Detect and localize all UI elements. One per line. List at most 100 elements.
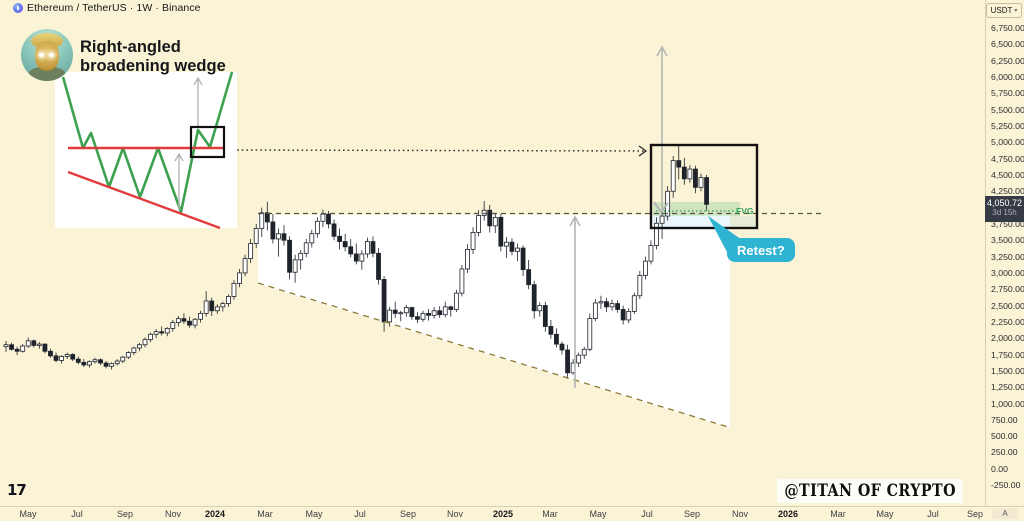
time-tick-label: Mar — [830, 509, 846, 519]
chart-pane[interactable]: FVG — [0, 0, 985, 506]
candle-body — [409, 307, 415, 318]
candle-body — [631, 295, 637, 312]
candle-body — [276, 233, 281, 240]
candle-body — [253, 228, 259, 244]
candle-body — [292, 259, 298, 273]
candle-body — [142, 339, 148, 346]
price-tick-label: 2,500.00 — [991, 300, 1024, 311]
time-tick-label: Jul — [927, 509, 939, 519]
tradingview-logo[interactable]: 17 — [7, 481, 27, 499]
candle-body — [270, 221, 276, 240]
retest-zone — [653, 216, 755, 227]
time-tick-label: Sep — [966, 509, 984, 519]
avatar — [21, 29, 73, 81]
price-tick-label: 5,750.00 — [991, 88, 1024, 99]
candle-body — [287, 239, 292, 273]
price-tick-label: 2,000.00 — [991, 333, 1024, 344]
inset-arrow-up-icon — [193, 76, 203, 86]
time-tick-label: Sep — [399, 509, 417, 519]
price-tick-label: 6,500.00 — [991, 39, 1024, 50]
candle-body — [70, 354, 76, 360]
candle-body — [64, 354, 70, 357]
candle-body — [137, 344, 142, 349]
candle-body — [609, 303, 615, 308]
candle-body — [548, 326, 554, 335]
retest-callout[interactable]: Retest? — [727, 238, 795, 262]
inset-breakout-box — [189, 125, 226, 159]
candle-body — [659, 215, 665, 224]
time-tick-label: 2025 — [492, 509, 514, 519]
price-tick-label: 5,500.00 — [991, 104, 1024, 115]
price-tick-label: 500.00 — [991, 431, 1018, 442]
candle-body — [576, 354, 582, 364]
candle-body — [554, 333, 559, 345]
price-tick-label: 5,000.00 — [991, 137, 1024, 148]
candle-body — [264, 212, 270, 223]
candle-body — [437, 310, 443, 316]
symbol-header[interactable]: Ethereum / TetherUS · 1W · Binance — [13, 2, 201, 14]
candle-body — [581, 348, 587, 356]
price-tick-label: 0.00 — [991, 463, 1008, 474]
price-tick-label: 5,250.00 — [991, 120, 1024, 131]
currency-label: USDT — [990, 6, 1013, 15]
candle-body — [36, 343, 42, 346]
ethereum-logo-icon — [13, 3, 23, 13]
candle-body — [687, 168, 693, 180]
candle-body — [3, 344, 9, 348]
price-axis[interactable]: 6,750.00 6,500.00 6,250.00 6,000.00 5,750.00… — [985, 0, 1024, 506]
candle-body — [181, 318, 187, 322]
candle-body — [326, 213, 331, 225]
time-axis[interactable]: May Jul Sep Nov 2024 Mar May Jul Sep Nov 2025 Mar Ma… — [0, 506, 1024, 521]
candle-body — [626, 311, 632, 321]
arrow-up-icon — [569, 215, 581, 227]
candle-body — [604, 301, 609, 308]
candle-body — [59, 356, 64, 361]
price-tick-label: 750.00 — [991, 414, 1018, 425]
price-tick-label: 1,500.00 — [991, 365, 1024, 376]
candle-body — [125, 352, 131, 358]
time-tick-label: 2026 — [777, 509, 799, 519]
candle-body — [348, 246, 354, 255]
candle-body — [476, 215, 482, 233]
candle-body — [231, 282, 237, 297]
candle-body — [14, 348, 20, 352]
support-trendline — [257, 282, 729, 428]
candle-body — [187, 320, 192, 326]
price-tick-label: 250.00 — [991, 447, 1018, 458]
candle-body — [643, 260, 648, 276]
candle-body — [248, 243, 254, 259]
candle-body — [337, 235, 343, 242]
candle-body — [214, 306, 220, 312]
candle-body — [259, 212, 265, 229]
fvg-label: FVG — [736, 206, 754, 216]
candle-body — [648, 245, 654, 262]
candle-body — [503, 241, 509, 247]
candle-body — [426, 312, 431, 316]
pattern-title: Right-angled broadening wedge — [80, 38, 226, 75]
candle-body — [442, 306, 448, 316]
time-tick-label: Jul — [641, 509, 653, 519]
inset-arrow-up-icon — [174, 152, 184, 162]
candle-body — [537, 305, 543, 312]
candle-body — [114, 360, 120, 365]
candle-body — [565, 349, 570, 374]
time-tick-label: Jul — [71, 509, 83, 519]
price-tick-label: 3,250.00 — [991, 251, 1024, 262]
price-tick-label: 2,250.00 — [991, 316, 1024, 327]
price-tick-label: 3,000.00 — [991, 267, 1024, 278]
candle-body — [303, 242, 309, 254]
candle-body — [392, 309, 398, 314]
candle-body — [314, 220, 320, 235]
candle-body — [159, 331, 165, 334]
candle-body — [109, 363, 115, 367]
pattern-guide-dotted — [227, 149, 645, 152]
candle-body — [242, 258, 248, 274]
candle-body — [459, 268, 465, 294]
candle-body — [98, 359, 103, 364]
currency-dropdown[interactable]: USDT ▾ — [986, 3, 1022, 18]
auto-scale-button[interactable]: A — [992, 508, 1018, 519]
candle-body — [620, 309, 626, 321]
candle-body — [148, 333, 153, 340]
arrow-down-icon — [653, 201, 669, 214]
time-tick-label: Mar — [257, 509, 273, 519]
